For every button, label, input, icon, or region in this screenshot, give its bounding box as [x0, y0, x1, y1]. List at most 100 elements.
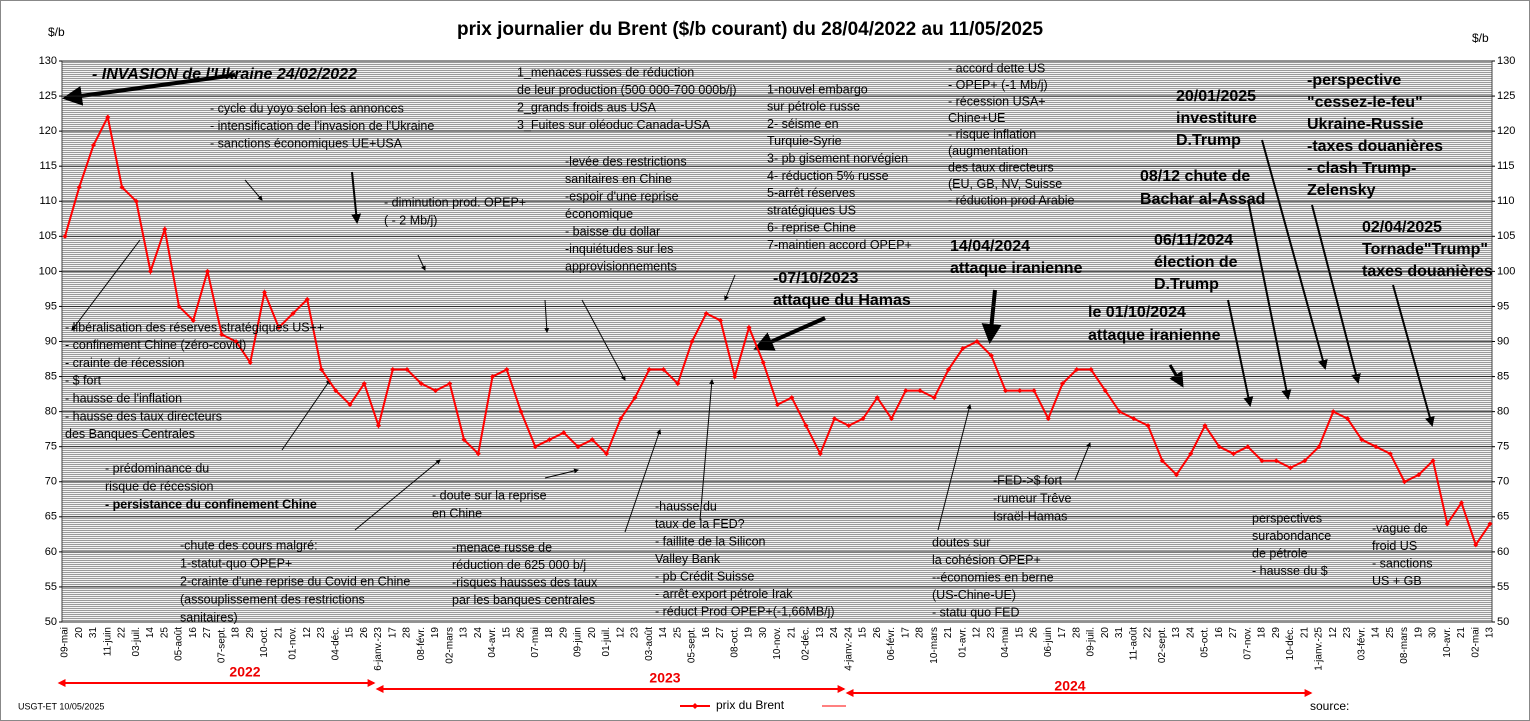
y2-tick-label: 95 — [1497, 300, 1509, 312]
x-tick-label: 14 — [1371, 627, 1382, 639]
y-axis-label: $/b — [48, 25, 65, 39]
point — [889, 416, 894, 422]
x-tick-label: 30 — [1428, 627, 1439, 639]
x-tick-label: 20 — [587, 627, 598, 639]
x-tick-label: 18 — [231, 627, 242, 639]
y2-tick-label: 110 — [1497, 195, 1515, 207]
point — [76, 184, 82, 190]
annotation: - crainte de récession — [65, 356, 185, 370]
y-tick-label: 65 — [45, 511, 57, 523]
y2-tick-label: 80 — [1497, 406, 1509, 418]
point — [290, 310, 296, 316]
x-tick-label: 21 — [1456, 627, 1467, 639]
x-tick-label: 19 — [1413, 627, 1424, 639]
annotation: - INVASION de l'Ukraine 24/02/2022 — [92, 66, 357, 83]
point — [447, 381, 453, 387]
y-tick-label: 110 — [39, 195, 57, 207]
point — [1060, 381, 1065, 387]
point — [490, 374, 495, 380]
point — [433, 388, 438, 394]
point — [404, 367, 410, 373]
x-tick-label: 08-oct. — [729, 627, 740, 658]
annotation: "cessez-le-feu" — [1307, 94, 1423, 111]
point — [1316, 444, 1322, 450]
annotation: sur pétrole russe — [767, 100, 860, 114]
y2-tick-label: 85 — [1497, 370, 1509, 382]
point — [632, 395, 638, 401]
annotation: Ukraine-Russie — [1307, 116, 1424, 133]
annotation: élection de — [1154, 254, 1238, 271]
annotation: - clash Trump- — [1307, 160, 1416, 177]
annotation: -hausse du — [655, 499, 717, 513]
point — [1373, 444, 1379, 450]
annotation: ( - 2 Mb/j) — [384, 213, 437, 227]
point — [304, 296, 310, 302]
point — [319, 367, 324, 373]
point — [1288, 465, 1293, 471]
point — [860, 416, 866, 422]
x-tick-label: 26 — [516, 627, 527, 639]
annotation: 1-statut-quo OPEP+ — [180, 556, 292, 570]
y2-tick-label: 70 — [1497, 476, 1509, 488]
annotation: - sanctions — [1372, 556, 1432, 570]
arrow — [417, 254, 426, 271]
x-tick-label: 16 — [1214, 627, 1225, 639]
annotation: la cohésion OPEP+ — [932, 553, 1041, 567]
annotation: (US-Chine-UE) — [932, 588, 1016, 602]
point — [974, 339, 980, 344]
annotation: sanitaires) — [180, 610, 238, 624]
annotation: (assouplissement des restrictions — [180, 592, 365, 606]
point — [1074, 367, 1080, 373]
x-tick-label: 21 — [1299, 627, 1310, 639]
annotation: -risques hausses des taux — [452, 575, 598, 589]
annotation: -inquiétudes sur les — [565, 242, 673, 256]
x-tick-label: 01-juil. — [601, 627, 612, 656]
y-tick-label: 125 — [39, 90, 57, 102]
annotation: 1-nouvel embargo — [767, 82, 868, 96]
x-tick-label: 16 — [188, 627, 199, 639]
x-tick-label: 02-mai — [1470, 627, 1481, 658]
point — [376, 423, 381, 429]
x-tick-label: 24 — [829, 627, 840, 639]
point — [475, 451, 481, 457]
annotation: approvisionnements — [565, 259, 677, 273]
x-tick-label: 23 — [1342, 627, 1353, 639]
x-tick-label: 13 — [1485, 627, 1496, 639]
x-tick-label: 05-sept. — [687, 627, 698, 663]
annotation: - confinement Chine (zéro-covid) — [65, 338, 246, 352]
annotation: en Chine — [432, 506, 482, 520]
annotation: doutes sur — [932, 535, 990, 549]
point — [233, 339, 239, 344]
x-tick-label: 05-oct. — [1200, 627, 1211, 658]
x-tick-label: 07-nov. — [1242, 627, 1253, 660]
x-tick-label: 04-déc. — [330, 627, 341, 660]
point — [746, 324, 752, 330]
chart-title: prix journalier du Brent ($/b courant) d… — [457, 19, 1043, 40]
annotation: 1_menaces russes de réduction — [517, 65, 694, 79]
annotation: - hausse de l'inflation — [65, 391, 182, 405]
annotation: de pétrole — [1252, 546, 1308, 560]
x-tick-label: 4-janv.-24 — [843, 627, 854, 671]
annotation: - accord dette US — [948, 61, 1045, 75]
annotation: Israël-Hamas — [993, 509, 1067, 523]
annotation: -FED->$ fort — [993, 473, 1063, 487]
x-tick-label: 10-déc. — [1285, 627, 1296, 660]
point — [589, 437, 595, 443]
x-tick-label: 21 — [786, 627, 797, 639]
point — [1330, 409, 1336, 415]
legend-label: prix du Brent — [716, 698, 785, 712]
y-tick-label: 70 — [45, 476, 57, 488]
x-tick-label: 27 — [715, 627, 726, 639]
annotation: 7-maintien accord OPEP+ — [767, 238, 912, 252]
annotation: attaque du Hamas — [773, 292, 911, 309]
x-tick-label: 12 — [615, 627, 626, 639]
point — [1216, 444, 1222, 450]
point — [91, 142, 96, 148]
y-tick-label: 105 — [39, 230, 57, 242]
point — [219, 331, 225, 337]
y2-tick-label: 50 — [1497, 616, 1509, 628]
point — [532, 444, 538, 450]
annotation: - hausse des taux directeurs — [65, 409, 222, 423]
annotation: taux de la FED? — [655, 517, 745, 531]
annotation: des Banques Centrales — [65, 427, 195, 441]
